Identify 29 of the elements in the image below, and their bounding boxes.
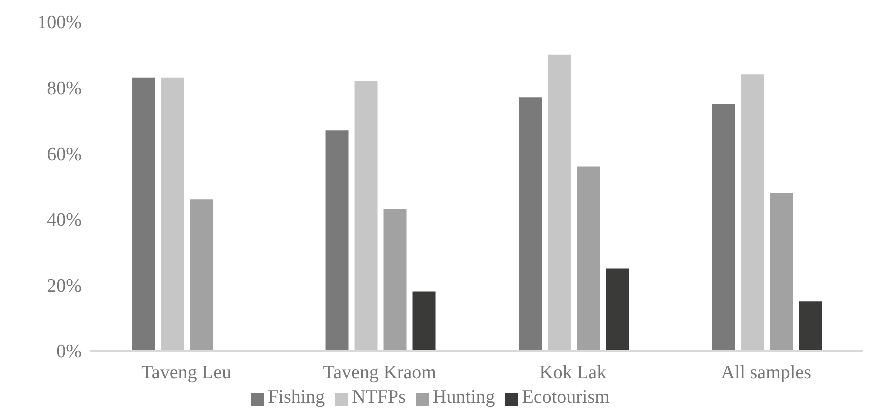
- bar: [548, 54, 572, 351]
- y-tick-label: 80%: [47, 78, 82, 100]
- bar: [741, 74, 764, 351]
- y-tick-label: 20%: [47, 276, 82, 297]
- legend-label: Ecotourism: [522, 387, 610, 408]
- bar: [132, 78, 156, 351]
- bar: [577, 166, 600, 351]
- bar: [799, 302, 822, 351]
- bar: [190, 200, 214, 351]
- legend-label: NTFPs: [352, 387, 406, 408]
- bar: [326, 130, 349, 351]
- bar: [606, 268, 630, 351]
- legend-label: Hunting: [433, 387, 496, 408]
- x-tick-label: Taveng Leu: [142, 362, 232, 384]
- legend-label: Fishing: [268, 387, 326, 408]
- bar: [384, 210, 407, 351]
- bar: [354, 81, 378, 351]
- x-tick-label: Kok Lak: [540, 362, 608, 384]
- x-tick-label: All samples: [721, 362, 812, 384]
- bar: [162, 78, 185, 351]
- y-tick-label: 100%: [38, 12, 82, 34]
- bar: [712, 104, 736, 351]
- bar: [519, 98, 542, 351]
- y-tick-label: 60%: [47, 144, 82, 166]
- y-tick-label: 0%: [56, 342, 82, 363]
- bar: [770, 193, 794, 351]
- x-tick-label: Taveng Kraom: [323, 362, 437, 384]
- bar: [412, 292, 436, 351]
- y-tick-label: 40%: [47, 210, 82, 232]
